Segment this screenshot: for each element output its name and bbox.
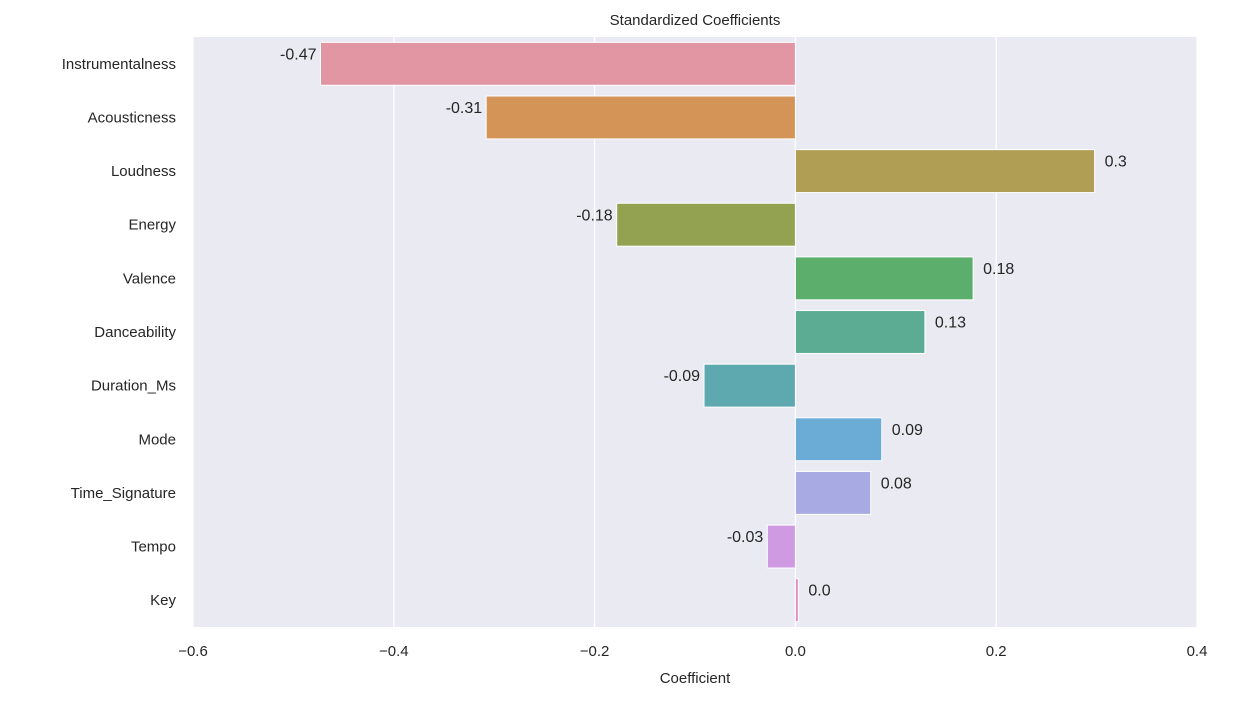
bar-tempo	[766, 524, 796, 569]
category-label: Time_Signature	[71, 485, 176, 502]
data-label: -0.09	[664, 368, 701, 385]
category-label: Key	[150, 592, 176, 609]
category-label: Duration_Ms	[91, 378, 176, 395]
bar-loudness	[794, 149, 1096, 194]
data-label: 0.13	[935, 315, 966, 332]
x-tick-label: 0.4	[1187, 643, 1208, 660]
bar-valence	[794, 256, 974, 301]
data-label: -0.18	[576, 207, 613, 224]
data-label: 0.0	[808, 583, 830, 600]
bar-danceability	[794, 310, 926, 354]
data-labels: -0.47 -0.31 0.3 -0.18 0.18 0.13 -0.09 0.09 0.08 -…	[280, 46, 1127, 599]
category-label: Instrumentalness	[62, 56, 176, 73]
bar-energy	[616, 202, 796, 247]
category-label: Acousticness	[88, 109, 176, 126]
data-label: 0.3	[1105, 154, 1127, 171]
x-tick-labels: −0.6 −0.4 −0.2 0.0 0.2 0.4	[178, 643, 1207, 660]
data-label: 0.09	[892, 422, 923, 439]
category-labels: Instrumentalness Acousticness Loudness Ener…	[62, 56, 177, 609]
bar-acousticness	[485, 95, 796, 140]
data-label: 0.18	[983, 261, 1014, 278]
x-tick-label: −0.2	[580, 643, 610, 660]
data-label: 0.08	[881, 475, 912, 492]
category-label: Tempo	[131, 539, 176, 556]
bar-duration-ms	[703, 363, 796, 408]
bars	[320, 41, 1096, 623]
category-label: Mode	[138, 431, 176, 448]
data-label: -0.47	[280, 46, 317, 63]
bar-instrumentalness	[320, 41, 796, 86]
x-tick-label: 0.2	[986, 643, 1007, 660]
category-label: Loudness	[111, 163, 176, 180]
x-tick-label: 0.0	[785, 643, 806, 660]
bar-mode	[794, 417, 883, 462]
bar-time-signature	[794, 470, 872, 515]
category-label: Danceability	[94, 324, 176, 341]
category-label: Energy	[128, 217, 176, 234]
x-tick-label: −0.4	[379, 643, 409, 660]
x-axis-title: Coefficient	[660, 670, 731, 687]
bar-key	[794, 578, 799, 623]
category-label: Valence	[123, 270, 176, 287]
chart-title: Standardized Coefficients	[610, 12, 781, 29]
x-tick-label: −0.6	[178, 643, 208, 660]
data-label: -0.03	[727, 529, 764, 546]
data-label: -0.31	[446, 100, 483, 117]
